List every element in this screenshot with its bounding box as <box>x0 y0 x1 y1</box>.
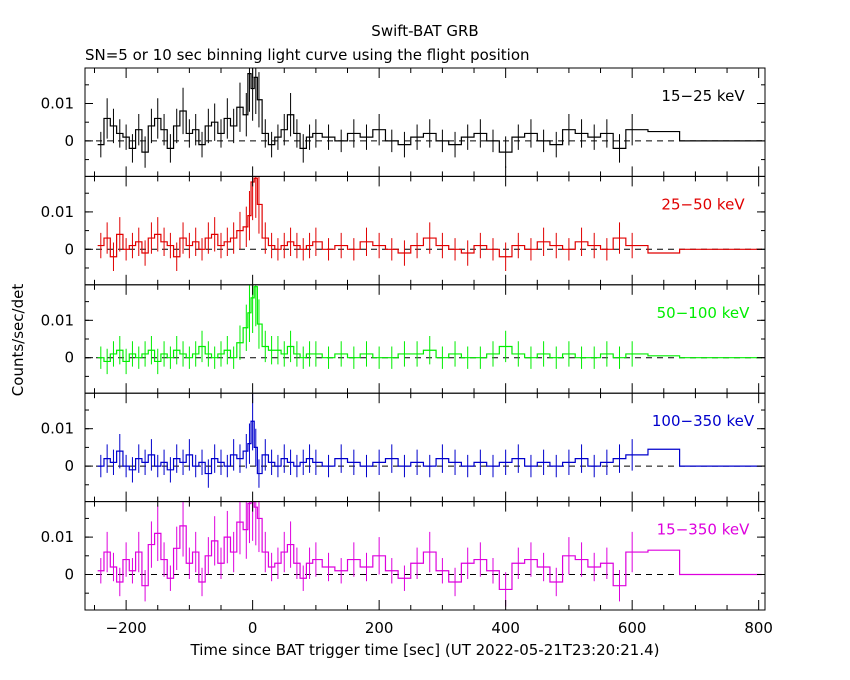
x-tick-label: 200 <box>365 619 394 637</box>
panel-5: 0 0.01 15−350 keV <box>41 501 766 611</box>
panel-1: 0 0.01 15−25 keV <box>41 67 766 177</box>
y-tick-label: 0 <box>64 565 74 583</box>
series-4 <box>97 393 762 488</box>
series-line <box>97 420 762 475</box>
panel-4: 0 0.01 100−350 keV <box>41 392 766 503</box>
series-2 <box>97 176 762 271</box>
panel-3: 0 0.01 50−100 keV <box>41 284 766 394</box>
y-tick-label: 0.01 <box>41 95 74 113</box>
y-tick-label: 0.01 <box>41 528 74 546</box>
x-tick-label: −200 <box>106 619 147 637</box>
y-tick-label: 0 <box>64 457 74 475</box>
panel-2: 0 0.01 25−50 keV <box>41 175 766 286</box>
series-line <box>97 73 762 153</box>
y-tick-label: 0 <box>64 240 74 258</box>
panel-frame <box>84 67 766 177</box>
y-axis-label: Counts/sec/det <box>9 284 27 397</box>
x-tick-label: 400 <box>491 619 520 637</box>
panel-frame <box>84 392 766 503</box>
x-tick-label: 0 <box>248 619 258 637</box>
series-line <box>97 501 762 591</box>
panel-label: 15−350 keV <box>657 521 750 539</box>
series-5 <box>97 501 762 607</box>
x-tick-label: 600 <box>618 619 647 637</box>
y-tick-label: 0 <box>64 132 74 150</box>
chart-subtitle: SN=5 or 10 sec binning light curve using… <box>85 46 530 64</box>
panel-label: 100−350 keV <box>652 412 755 430</box>
panel-label: 50−100 keV <box>657 304 750 322</box>
y-tick-label: 0.01 <box>41 420 74 438</box>
panel-frame <box>84 501 766 611</box>
series-1 <box>97 68 762 168</box>
panel-label: 25−50 keV <box>661 195 745 213</box>
y-tick-label: 0.01 <box>41 203 74 221</box>
panel-frame <box>84 175 766 286</box>
y-tick-label: 0.01 <box>41 311 74 329</box>
series-3 <box>97 284 762 375</box>
y-tick-label: 0 <box>64 349 74 367</box>
x-tick-label: 800 <box>744 619 773 637</box>
series-line <box>97 286 762 363</box>
series-line <box>97 177 762 258</box>
panel-label: 15−25 keV <box>661 87 745 105</box>
panels-group: 0 0.01 15−25 keV 0 0.01 25−50 keV 0 0.01 50−100 … <box>41 67 773 637</box>
chart-title: Swift-BAT GRB <box>371 22 478 40</box>
x-axis-label: Time since BAT trigger time [sec] (UT 20… <box>190 641 660 659</box>
panel-frame <box>84 284 766 394</box>
